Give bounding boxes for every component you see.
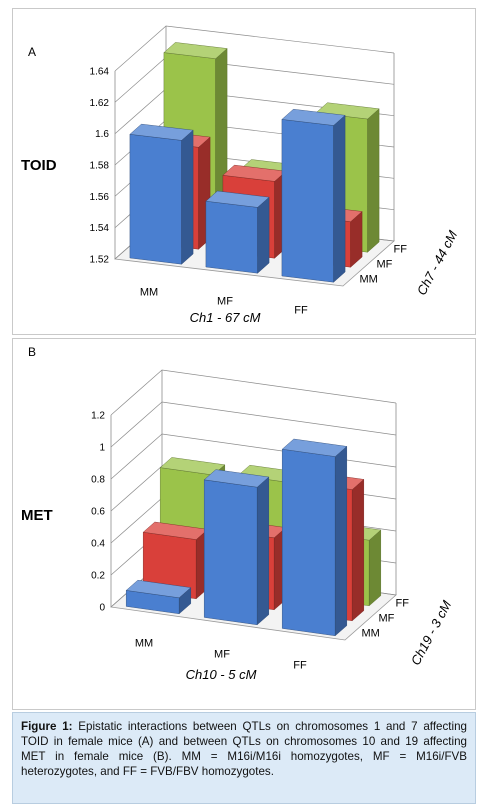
panel-label-b: B: [28, 345, 37, 359]
x-axis-title: Ch10 - 5 cM: [186, 667, 257, 682]
bar-top-face: [205, 190, 270, 208]
y-tick-label: MM: [360, 274, 378, 286]
z-tick-label: 1.62: [90, 98, 110, 109]
bar-top-face: [125, 579, 192, 599]
bar: [125, 579, 192, 615]
bar-top-face: [315, 102, 380, 120]
z-axis-title-a: TOID: [21, 157, 57, 174]
chart-panel-a: A TOID 1.52 1.54 1.56 1.58 1.6 1.62 1.64 MM MF FF…: [12, 8, 476, 335]
bar-side-face: [335, 445, 347, 637]
z-tick-label: 0.8: [91, 475, 105, 486]
z-tick-label: 0.6: [91, 507, 105, 518]
y-tick-label: MF: [379, 613, 395, 625]
gridline: [110, 401, 397, 448]
z-tick-label: 0: [99, 603, 105, 614]
y-axis-title: Ch7 - 44 cM: [414, 228, 461, 298]
bar-top-face: [129, 123, 194, 141]
caption-text: Epistatic interactions between QTLs on c…: [21, 720, 467, 778]
bar-side-face: [369, 529, 381, 607]
bar-front-face: [203, 479, 258, 626]
z-axis-title-b: MET: [21, 507, 53, 524]
gridline: [114, 25, 395, 72]
z-tick-label: 1: [99, 443, 105, 454]
x-tick-label: MM: [135, 638, 153, 650]
bar-front-face: [205, 200, 258, 274]
panel-label-a: A: [28, 45, 37, 59]
bar-front-face: [281, 119, 334, 283]
y-tick-label: MF: [377, 259, 393, 271]
x-tick-label: MF: [217, 296, 233, 308]
x-tick-label: FF: [294, 305, 308, 317]
bar-side-face: [181, 129, 194, 265]
bar-top-face: [159, 457, 226, 476]
y-tick-label: MM: [362, 628, 380, 640]
x-axis-title: Ch1 - 67 cM: [190, 310, 261, 325]
bar: [281, 108, 346, 283]
chart-panel-b: B MET 0 0.2 0.4 0.6 0.8 1 1.2 MM MF FF MM MF FF Ch10 …: [12, 338, 476, 710]
caption-label: Figure 1:: [21, 720, 73, 733]
bar-side-face: [256, 476, 270, 626]
z-tick-label: 0.2: [91, 571, 105, 582]
bar-top-face: [281, 438, 348, 457]
bar: [281, 438, 348, 637]
bar-top-face: [163, 42, 228, 59]
gridline: [110, 369, 397, 416]
y-tick-label: FF: [396, 598, 410, 610]
gridline: [114, 56, 395, 103]
figure-caption: Figure 1: Epistatic interactions between…: [12, 712, 476, 804]
bar3d-chart-a: 1.521.541.561.581.61.621.64MMMFFFMMMFFFC…: [90, 25, 461, 325]
z-tick-label: 1.52: [90, 255, 110, 266]
x-tick-label: FF: [293, 660, 307, 672]
bar-top-face: [203, 469, 270, 488]
x-tick-label: MF: [214, 649, 230, 661]
bar-side-face: [333, 114, 346, 283]
bar-side-face: [367, 108, 380, 253]
y-tick-label: FF: [394, 244, 408, 256]
z-tick-label: 0.4: [91, 539, 105, 550]
z-tick-label: 1.54: [90, 223, 110, 234]
bar-top-face: [281, 108, 346, 126]
z-tick-label: 1.6: [95, 129, 109, 140]
bar: [205, 190, 270, 274]
z-tick-label: 1.64: [90, 67, 110, 78]
y-axis-title: Ch19 - 3 cM: [408, 598, 455, 668]
bar-front-face: [282, 448, 336, 637]
bar: [129, 123, 194, 265]
bar-front-face: [129, 134, 182, 265]
z-tick-label: 1.56: [90, 192, 110, 203]
x-tick-label: MM: [140, 287, 158, 299]
z-tick-label: 1.2: [91, 411, 105, 422]
z-tick-label: 1.58: [90, 161, 110, 172]
bar: [203, 469, 270, 626]
bar-side-face: [257, 196, 270, 274]
bar-side-face: [352, 478, 364, 622]
